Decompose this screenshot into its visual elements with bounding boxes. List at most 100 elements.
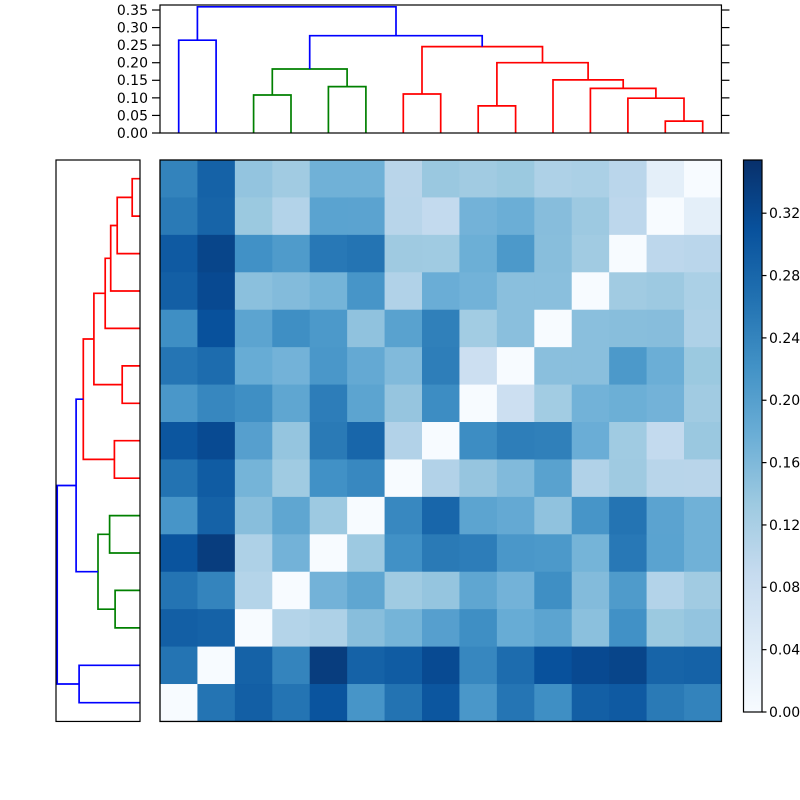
heatmap-cell [646,609,685,648]
heatmap-cell [234,422,273,460]
heatmap-cell [309,309,348,348]
heatmap-cell [646,160,685,198]
left-dendrogram-link [97,533,116,611]
heatmap-cell [684,459,722,498]
heatmap-cell [422,609,460,648]
heatmap-cell [459,571,498,610]
heatmap-cell [609,160,648,198]
colorbar-tick-label: 0.28 [769,268,800,284]
heatmap-cell [422,534,460,573]
y-axis-tick-label: 0.05 [117,108,148,124]
left-dendrogram-link [93,292,123,386]
heatmap-cell [160,197,198,236]
heatmap-cell [234,234,273,273]
colorbar-gradient [742,159,763,713]
heatmap-cell [646,496,685,535]
top-dendrogram-link [196,5,397,41]
heatmap-cell [160,496,198,535]
heatmap-cell [160,646,198,685]
heatmap-cell [571,534,610,573]
heatmap-cell [684,609,722,648]
heatmap-cell [234,160,273,198]
heatmap-cell [646,459,685,498]
heatmap-cell [272,534,311,573]
heatmap-cell [160,459,198,498]
heatmap-cell [646,571,685,610]
top-dendrogram-link [402,93,442,133]
heatmap-cell [309,347,348,386]
top-dendrogram: 0.00 0.050.10 0.150.20 0.25 0.300.35 [117,3,730,142]
heatmap-cell [347,684,386,722]
heatmap-cell [459,309,498,348]
heatmap-cell [534,347,573,386]
heatmap-cell [272,197,311,236]
left-dendrogram-link [78,664,140,704]
heatmap-border [159,159,723,723]
heatmap-cell [422,309,460,348]
heatmap-cell [309,496,348,535]
heatmap-cell [496,347,535,386]
y-axis-tick-label: 0.00 [117,126,148,142]
heatmap-cell [384,496,423,535]
colorbar-axis: 0.00 0.04 0.08 0.12 0.16 0.20 0.24 0.28 0.32 [762,206,800,721]
heatmap-cell [197,684,236,722]
heatmap-cell [384,272,423,311]
heatmap [159,159,723,723]
colorbar-tick-label: 0.12 [769,518,800,534]
heatmap-cell [272,347,311,386]
heatmap-cell [684,646,722,685]
heatmap-cell [534,309,573,348]
colorbar: 0.00 0.04 0.08 0.12 0.16 0.20 0.24 0.28 0.32 [742,159,800,721]
heatmap-cell [272,646,311,685]
heatmap-cell [160,347,198,386]
heatmap-cell [422,384,460,423]
top-dendrogram-link [177,39,217,133]
heatmap-cell [459,684,498,722]
heatmap-cell [496,684,535,722]
heatmap-cell [347,309,386,348]
heatmap-cell [384,459,423,498]
heatmap-cell [609,646,648,685]
heatmap-cell [347,197,386,236]
heatmap-cell [459,646,498,685]
heatmap-cell [384,571,423,610]
left-dendrogram-link [116,196,140,255]
heatmap-cell [496,534,535,573]
top-dendrogram-links [177,5,704,133]
heatmap-cell [459,459,498,498]
heatmap-cell [197,347,236,386]
heatmap-cell [197,234,236,273]
heatmap-cell [609,234,648,273]
heatmap-cell [496,609,535,648]
heatmap-cell [234,534,273,573]
heatmap-cell [459,347,498,386]
heatmap-cell [197,384,236,423]
heatmap-cell [272,234,311,273]
top-dendrogram-link [252,94,292,133]
heatmap-cell [347,534,386,573]
heatmap-cell [684,234,722,273]
heatmap-cell [459,160,498,198]
top-dendrogram-box [159,4,723,134]
heatmap-cell [347,459,386,498]
heatmap-cell [384,197,423,236]
top-dendrogram-link [627,97,685,133]
heatmap-cell [309,234,348,273]
heatmap-cell [534,422,573,460]
heatmap-cell [309,197,348,236]
heatmap-cell [309,160,348,198]
heatmap-cell [384,347,423,386]
heatmap-cell [609,459,648,498]
heatmap-cell [459,384,498,423]
heatmap-cell [234,459,273,498]
heatmap-cell [384,534,423,573]
heatmap-cell [684,422,722,460]
heatmap-cell [571,571,610,610]
heatmap-cell [496,160,535,198]
heatmap-cell [459,422,498,460]
heatmap-cell [197,534,236,573]
heatmap-cell [571,197,610,236]
heatmap-cell [609,496,648,535]
top-dendrogram-link [589,87,657,133]
heatmap-cell [609,347,648,386]
